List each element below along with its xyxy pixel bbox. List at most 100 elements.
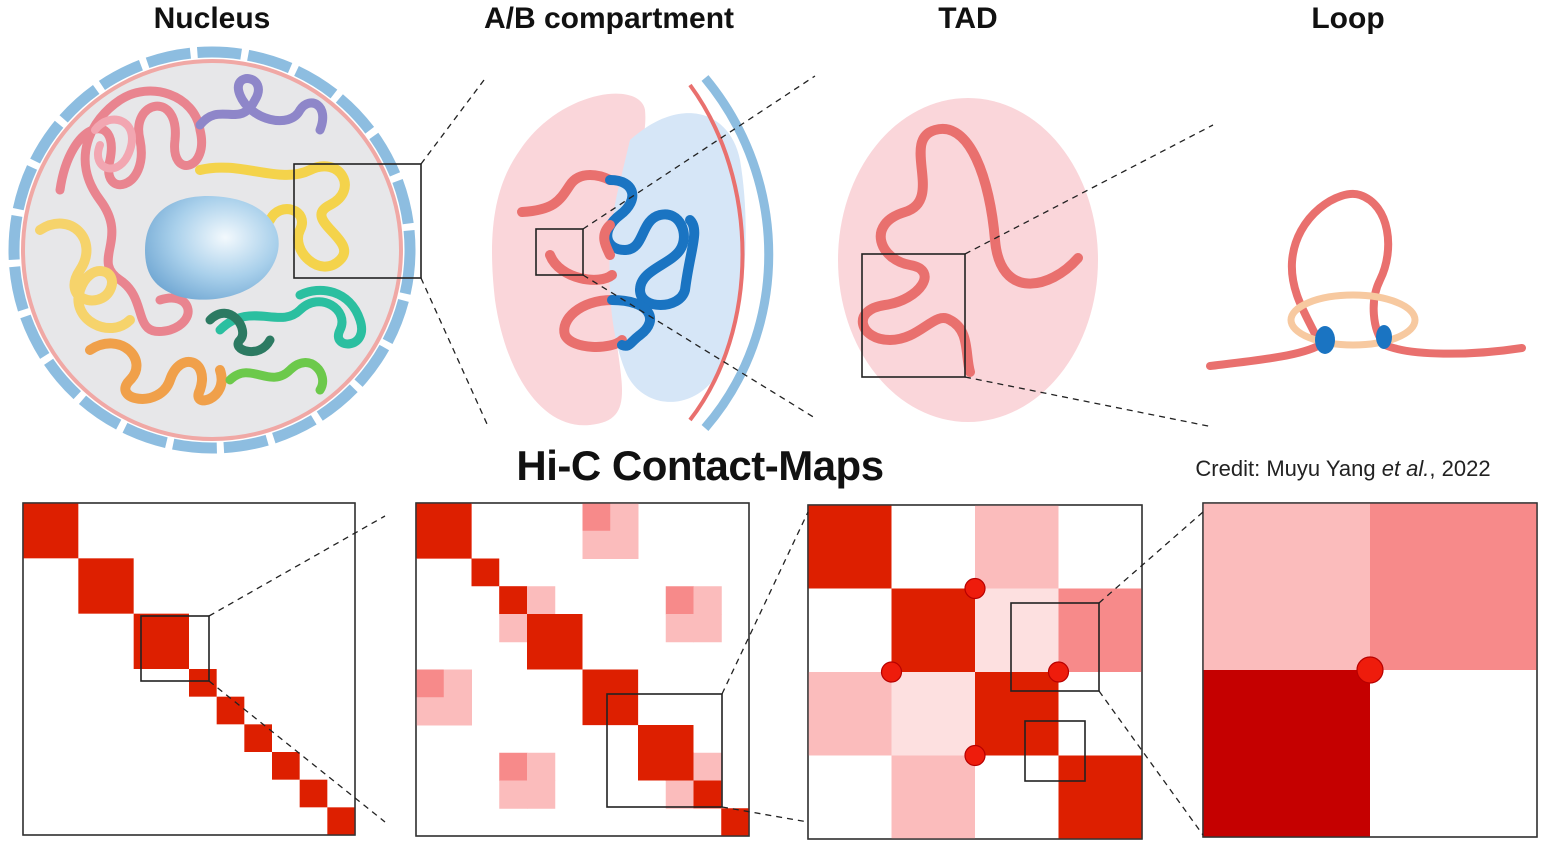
map-cell: [133, 613, 189, 669]
map-cell: [975, 672, 1059, 756]
zoom-line: [420, 277, 488, 425]
map-cell: [216, 696, 245, 725]
map-cell: [693, 614, 722, 643]
map-zoom-box: [1010, 602, 1100, 692]
map-cell: [1058, 755, 1142, 839]
map-cell: [443, 669, 472, 698]
ab-chromatin: [517, 170, 700, 352]
map-cell: [1203, 503, 1370, 670]
map-cell: [527, 614, 583, 670]
zoom-line: [582, 274, 816, 419]
hic-contact-maps-heading: Hi-C Contact-Maps: [516, 442, 883, 489]
credit-suffix: , 2022: [1429, 456, 1490, 481]
nucleus-zoom-box: [293, 163, 422, 279]
map-cell: [443, 697, 472, 726]
ctcf-anchor: [1315, 326, 1335, 354]
chromosome-territories: [35, 74, 367, 406]
zoom-line: [721, 806, 809, 823]
map-cell: [582, 503, 611, 532]
map-cell: [1058, 588, 1142, 672]
map-cell: [582, 530, 611, 559]
map-cell: [1370, 503, 1537, 670]
nuclear-envelope-outer: [8, 46, 416, 454]
credit-text: Credit: Muyu Yang et al., 2022: [1195, 456, 1490, 481]
loop-dot: [964, 577, 986, 600]
zoom-line: [420, 75, 488, 165]
zoom-line: [208, 515, 386, 617]
zoom-line: [208, 680, 386, 823]
contact-map-tad: [807, 504, 1143, 840]
zoom-line: [1098, 690, 1204, 836]
map-cell: [808, 505, 892, 589]
tad-chromatin: [858, 123, 1083, 377]
map-cell: [610, 503, 639, 532]
map-cell: [1203, 670, 1370, 837]
loop-illustration: [1206, 189, 1526, 370]
zoom-line: [964, 124, 1214, 255]
nucleolus: [145, 195, 279, 300]
tad-zoom-box: [861, 253, 966, 378]
lamina-red: [688, 83, 745, 422]
map-cell: [499, 780, 528, 809]
map-zoom-box: [1024, 720, 1086, 782]
loop-dot: [964, 744, 986, 767]
map-border: [22, 502, 356, 836]
map-cell: [527, 752, 556, 781]
loop-chromatin: [1206, 189, 1526, 370]
ab-zoom-box: [535, 228, 584, 276]
map-cell: [721, 808, 749, 836]
map-cell: [23, 503, 79, 559]
map-cell: [299, 779, 328, 808]
contact-map-loop: [1202, 502, 1538, 838]
map-cell: [78, 558, 134, 614]
map-cell: [808, 672, 892, 756]
map-cell: [693, 780, 722, 809]
map-cell: [975, 505, 1059, 589]
map-cell: [665, 614, 694, 643]
zoom-line: [1098, 511, 1204, 604]
map-cell: [610, 530, 639, 559]
map-cell: [638, 725, 694, 781]
zoom-line: [964, 376, 1214, 428]
map-cell: [527, 586, 556, 615]
map-cell: [327, 807, 355, 835]
map-zoom-box: [606, 693, 723, 808]
contact-map-nucleus: [22, 502, 356, 836]
title-loop: Loop: [1311, 2, 1384, 35]
loop-dot: [1356, 656, 1384, 684]
zoom-line: [721, 511, 809, 695]
loop-dot: [1047, 661, 1070, 683]
map-cell: [527, 780, 556, 809]
map-cell: [891, 672, 975, 756]
map-cell: [272, 752, 300, 780]
map-cell: [582, 669, 638, 725]
map-cell: [665, 586, 694, 615]
map-cell: [471, 558, 500, 587]
map-cell: [499, 586, 527, 614]
map-cell: [416, 669, 445, 698]
lamina-blue: [701, 75, 774, 431]
map-cell: [891, 755, 975, 839]
zoom-line: [582, 75, 816, 230]
map-cell: [244, 724, 272, 752]
map-cell: [499, 752, 528, 781]
title-ab-compartment: A/B compartment: [484, 2, 734, 35]
title-tad: TAD: [938, 2, 997, 35]
map-zoom-box: [140, 615, 210, 682]
map-cell: [693, 752, 722, 781]
map-cell: [416, 697, 445, 726]
map-cell: [499, 614, 528, 643]
map-cell: [975, 588, 1059, 672]
credit-italic: et al.: [1382, 456, 1430, 481]
map-cell: [665, 780, 694, 809]
ab-compartment-illustration: [492, 75, 774, 431]
title-nucleus: Nucleus: [154, 2, 271, 35]
map-cell: [416, 503, 472, 559]
ctcf-anchor: [1376, 325, 1392, 349]
map-border: [1202, 502, 1538, 838]
map-cell: [891, 588, 975, 672]
loop-dot: [880, 661, 903, 683]
map-cell: [189, 669, 217, 697]
contact-map-compartment: [415, 502, 750, 837]
